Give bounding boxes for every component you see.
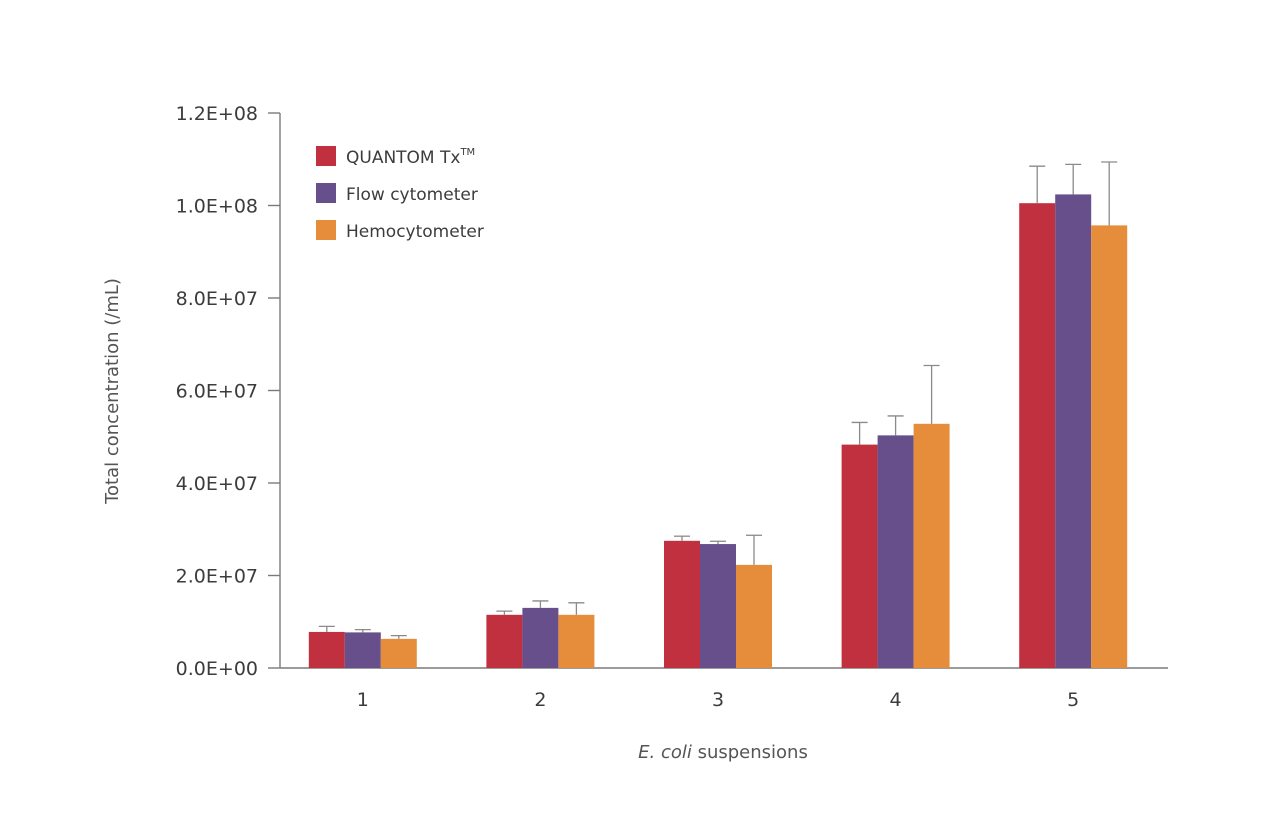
y-tick-label: 8.0E+07 <box>176 288 258 310</box>
y-tick-label: 6.0E+07 <box>176 381 258 403</box>
bar <box>486 614 523 668</box>
x-tick-label: 1 <box>357 689 369 711</box>
bar <box>736 564 772 668</box>
x-axis: 1 2 3 4 5 <box>280 667 1168 711</box>
bar <box>522 607 559 668</box>
bar <box>1055 194 1092 668</box>
bar <box>877 435 914 668</box>
y-axis-title: Total concentration (/mL) <box>102 278 123 505</box>
x-axis-title-rest: suspensions <box>692 742 808 763</box>
legend-label: Flow cytometer <box>346 185 478 205</box>
legend-swatch <box>316 146 336 166</box>
bar <box>308 631 345 668</box>
x-tick-label: 5 <box>1067 689 1079 711</box>
legend-label-superscript: TM <box>459 147 475 158</box>
x-tick-label: 4 <box>890 689 902 711</box>
y-axis: 0.0E+00 2.0E+07 4.0E+07 6.0E+07 8.0E+07 1.0E+… <box>176 103 281 680</box>
x-tick-label: 2 <box>534 689 546 711</box>
y-tick-label: 1.0E+08 <box>176 196 258 218</box>
y-tick-label: 0.0E+00 <box>176 658 258 680</box>
legend-swatch <box>316 183 336 203</box>
bar <box>344 632 381 668</box>
legend-label: QUANTOM TxTM <box>346 147 475 168</box>
bar <box>1091 225 1128 668</box>
x-tick-label: 3 <box>712 689 724 711</box>
error-bars-group <box>318 161 1118 639</box>
bar <box>664 540 700 668</box>
bar <box>700 544 736 668</box>
bar <box>1019 203 1056 668</box>
bar <box>913 423 950 668</box>
bar <box>558 614 595 668</box>
x-axis-title-italic: E. coli <box>638 742 692 763</box>
bar <box>380 638 417 668</box>
bars-group <box>308 194 1128 668</box>
legend-swatch <box>316 220 336 240</box>
legend: QUANTOM TxTM Flow cytometer Hemocytometer <box>316 146 484 242</box>
y-tick-label: 4.0E+07 <box>176 473 258 495</box>
legend-label: Hemocytometer <box>346 222 484 242</box>
y-tick-label: 1.2E+08 <box>176 103 258 125</box>
y-tick-label: 2.0E+07 <box>176 566 258 588</box>
x-axis-title: E. coli suspensions <box>638 742 808 763</box>
bar <box>841 444 878 668</box>
